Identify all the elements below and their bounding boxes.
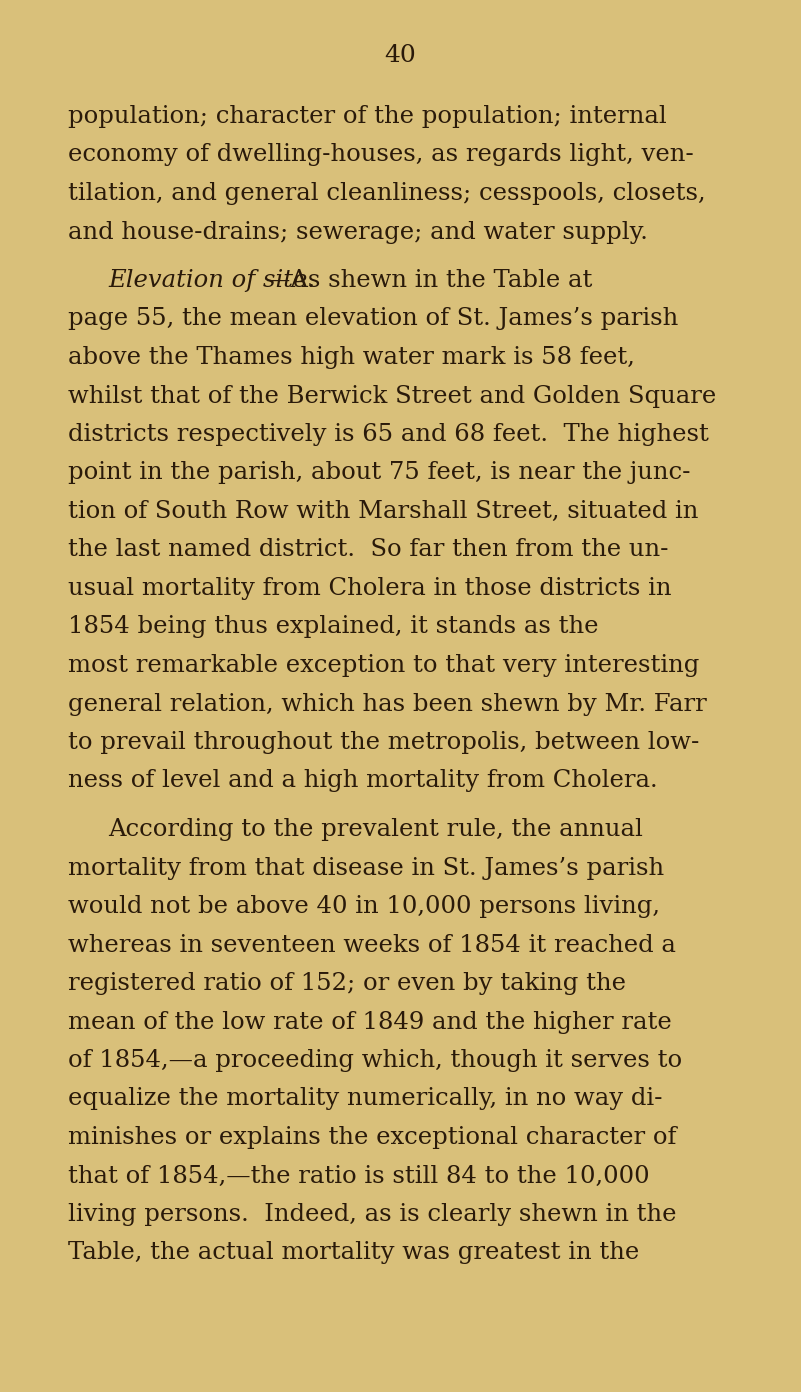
Text: the last named district.  So far then from the un-: the last named district. So far then fro…: [68, 539, 669, 561]
Text: population; character of the population; internal: population; character of the population;…: [68, 104, 666, 128]
Text: point in the parish, about 75 feet, is near the junc-: point in the parish, about 75 feet, is n…: [68, 462, 690, 484]
Text: equalize the mortality numerically, in no way di-: equalize the mortality numerically, in n…: [68, 1087, 662, 1111]
Text: usual mortality from Cholera in those districts in: usual mortality from Cholera in those di…: [68, 578, 671, 600]
Text: tion of South Row with Marshall Street, situated in: tion of South Row with Marshall Street, …: [68, 500, 698, 523]
Text: most remarkable exception to that very interesting: most remarkable exception to that very i…: [68, 654, 699, 677]
Text: page 55, the mean elevation of St. James’s parish: page 55, the mean elevation of St. James…: [68, 308, 678, 330]
Text: general relation, which has been shewn by Mr. Farr: general relation, which has been shewn b…: [68, 692, 706, 715]
Text: whilst that of the Berwick Street and Golden Square: whilst that of the Berwick Street and Go…: [68, 384, 716, 408]
Text: minishes or explains the exceptional character of: minishes or explains the exceptional cha…: [68, 1126, 676, 1148]
Text: of 1854,—a proceeding which, though it serves to: of 1854,—a proceeding which, though it s…: [68, 1050, 682, 1072]
Text: and house-drains; sewerage; and water supply.: and house-drains; sewerage; and water su…: [68, 220, 648, 244]
Text: whereas in seventeen weeks of 1854 it reached a: whereas in seventeen weeks of 1854 it re…: [68, 934, 676, 956]
Text: would not be above 40 in 10,000 persons living,: would not be above 40 in 10,000 persons …: [68, 895, 660, 917]
Text: tilation, and general cleanliness; cesspools, closets,: tilation, and general cleanliness; cessp…: [68, 182, 706, 205]
Text: economy of dwelling-houses, as regards light, ven-: economy of dwelling-houses, as regards l…: [68, 143, 694, 167]
Text: districts respectively is 65 and 68 feet.  The highest: districts respectively is 65 and 68 feet…: [68, 423, 709, 445]
Text: that of 1854,—the ratio is still 84 to the 10,000: that of 1854,—the ratio is still 84 to t…: [68, 1165, 650, 1187]
Text: living persons.  Indeed, as is clearly shewn in the: living persons. Indeed, as is clearly sh…: [68, 1203, 677, 1226]
Text: According to the prevalent rule, the annual: According to the prevalent rule, the ann…: [108, 818, 643, 841]
Text: 40: 40: [384, 43, 417, 67]
Text: to prevail throughout the metropolis, between low-: to prevail throughout the metropolis, be…: [68, 731, 699, 754]
Text: above the Thames high water mark is 58 feet,: above the Thames high water mark is 58 f…: [68, 347, 635, 369]
Text: mortality from that disease in St. James’s parish: mortality from that disease in St. James…: [68, 856, 664, 880]
Text: registered ratio of 152; or even by taking the: registered ratio of 152; or even by taki…: [68, 972, 626, 995]
Text: mean of the low rate of 1849 and the higher rate: mean of the low rate of 1849 and the hig…: [68, 1011, 672, 1033]
Text: —As shewn in the Table at: —As shewn in the Table at: [267, 269, 593, 292]
Text: ness of level and a high mortality from Cholera.: ness of level and a high mortality from …: [68, 770, 658, 792]
Text: 1854 being thus explained, it stands as the: 1854 being thus explained, it stands as …: [68, 615, 598, 639]
Text: Elevation of site.: Elevation of site.: [108, 269, 315, 292]
Text: Table, the actual mortality was greatest in the: Table, the actual mortality was greatest…: [68, 1242, 639, 1264]
